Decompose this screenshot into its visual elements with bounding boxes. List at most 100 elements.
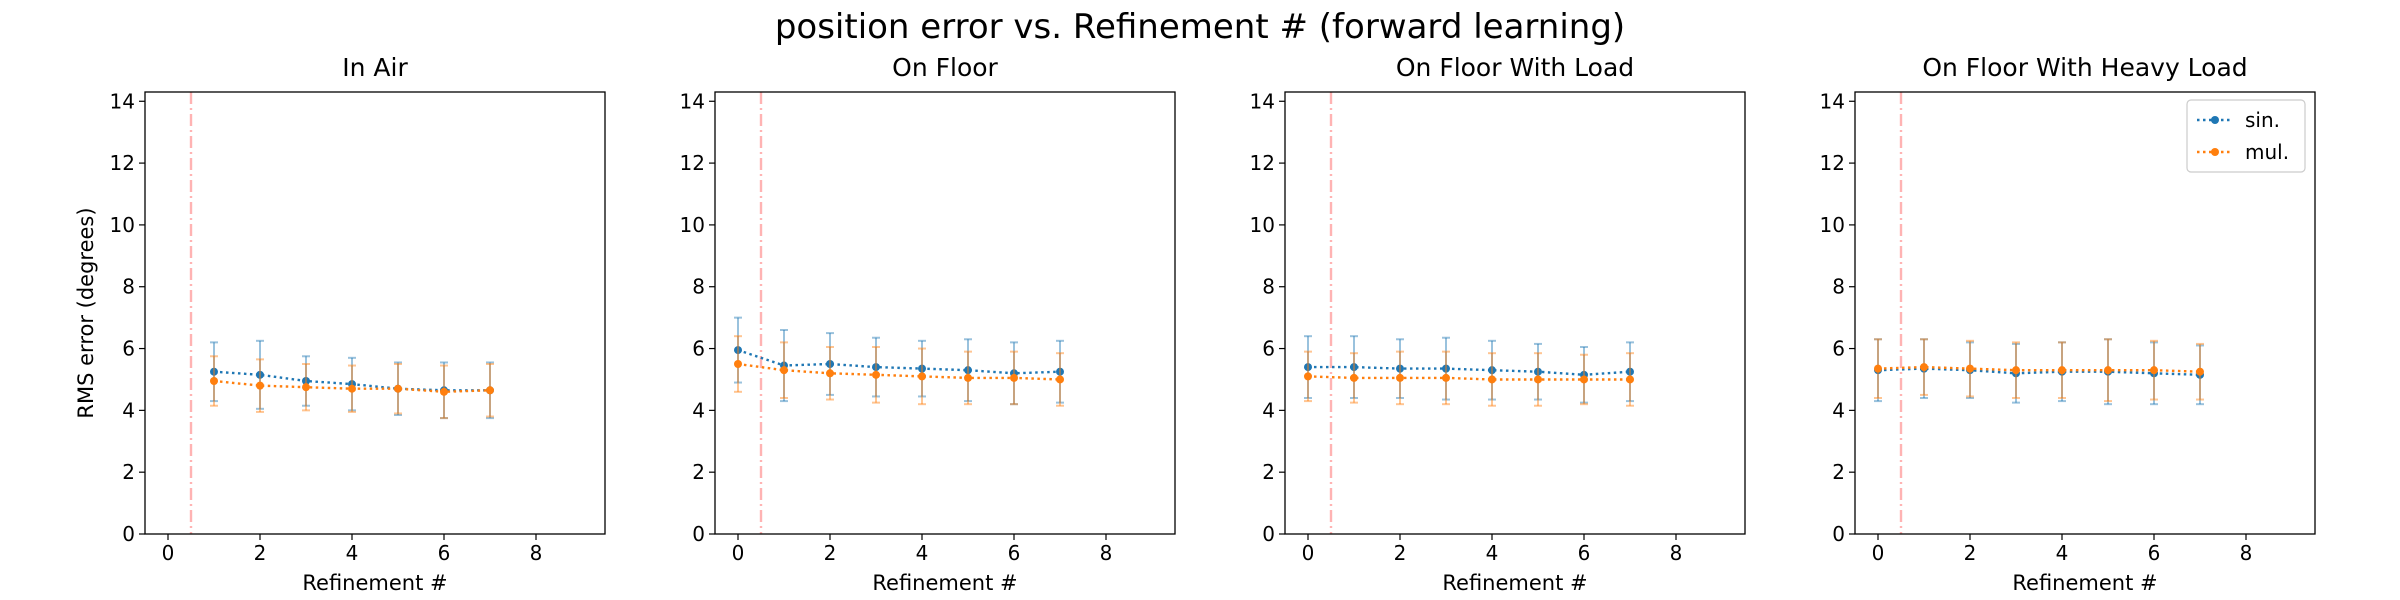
y-tick-label: 12 xyxy=(680,151,705,175)
y-tick-label: 8 xyxy=(1832,275,1845,299)
data-point xyxy=(2196,367,2204,376)
y-tick-label: 6 xyxy=(1262,337,1275,361)
data-point xyxy=(1874,364,1882,373)
data-point xyxy=(1056,375,1064,384)
x-tick-label: 0 xyxy=(1302,541,1315,565)
data-point xyxy=(486,386,494,395)
data-point xyxy=(2012,366,2020,375)
legend-label: mul. xyxy=(2245,140,2289,164)
axes-frame xyxy=(1284,91,1746,535)
axes-frame xyxy=(714,91,1176,535)
data-point xyxy=(440,387,448,396)
x-axis-label: Refinement # xyxy=(1442,571,1587,595)
x-tick-label: 2 xyxy=(1964,541,1977,565)
y-tick-label: 10 xyxy=(1250,213,1275,237)
x-tick-label: 2 xyxy=(824,541,837,565)
y-tick-label: 0 xyxy=(692,522,705,546)
x-tick-label: 4 xyxy=(2056,541,2069,565)
data-point xyxy=(1350,363,1358,372)
data-point xyxy=(1488,375,1496,384)
x-tick-label: 0 xyxy=(732,541,745,565)
data-point xyxy=(256,370,264,379)
y-tick-label: 4 xyxy=(122,398,135,422)
y-tick-label: 8 xyxy=(692,275,705,299)
y-tick-label: 8 xyxy=(1262,275,1275,299)
data-point xyxy=(394,384,402,393)
data-point xyxy=(872,363,880,372)
data-point xyxy=(1966,364,1974,373)
data-point xyxy=(734,346,742,355)
data-point xyxy=(2104,366,2112,375)
subplot-4: 0 2 4 6 8 0 2 4 6 8 10 12 14 On Floor With Heavy Load… xyxy=(1820,53,2316,595)
subplot-3: 0 2 4 6 8 0 2 4 6 8 10 12 14 On Floor With Load Refine… xyxy=(1250,53,1746,595)
data-point xyxy=(1304,372,1312,381)
subplot-2: 0 2 4 6 8 0 2 4 6 8 10 12 14 On Floor Refinement # xyxy=(680,53,1176,595)
series-line xyxy=(737,348,1061,375)
plot-area xyxy=(1285,92,1745,534)
data-point xyxy=(1580,375,1588,384)
data-point xyxy=(1396,373,1404,382)
y-tick-label: 2 xyxy=(1262,460,1275,484)
y-tick-label: 12 xyxy=(1250,151,1275,175)
subplot-title: On Floor xyxy=(892,53,998,82)
data-point xyxy=(1626,375,1634,384)
y-tick-label: 0 xyxy=(122,522,135,546)
data-point xyxy=(210,377,218,385)
series-mul xyxy=(210,355,494,420)
plot-area xyxy=(145,92,605,534)
data-point xyxy=(1396,364,1404,373)
data-point xyxy=(964,373,972,382)
y-tick-label: 6 xyxy=(122,337,135,361)
y-tick-label: 2 xyxy=(122,460,135,484)
subplot-title: On Floor With Load xyxy=(1396,53,1634,82)
y-tick-label: 0 xyxy=(1262,522,1275,546)
data-point xyxy=(1350,373,1358,382)
data-point xyxy=(1920,363,1928,372)
y-tick-label: 4 xyxy=(692,398,705,422)
y-tick-label: 12 xyxy=(110,151,135,175)
y-tick-label: 2 xyxy=(692,460,705,484)
y-tick-label: 6 xyxy=(1832,337,1845,361)
data-point xyxy=(918,364,926,373)
plot-area xyxy=(715,92,1175,534)
series-mul xyxy=(734,335,1064,407)
data-point xyxy=(2150,366,2158,375)
x-tick-label: 6 xyxy=(1008,541,1021,565)
x-tick-label: 6 xyxy=(2148,541,2161,565)
x-tick-label: 8 xyxy=(2240,541,2253,565)
x-tick-label: 2 xyxy=(254,541,267,565)
data-point xyxy=(302,377,310,385)
y-tick-label: 14 xyxy=(110,89,135,113)
y-tick-label: 4 xyxy=(1262,398,1275,422)
legend: sin. mul. xyxy=(2186,99,2306,173)
x-tick-label: 4 xyxy=(916,541,929,565)
data-point xyxy=(348,384,356,393)
legend-swatch-marker xyxy=(2211,116,2219,124)
data-point xyxy=(1626,367,1634,376)
subplot-title: On Floor With Heavy Load xyxy=(1922,53,2247,82)
y-axis-label: RMS error (degrees) xyxy=(74,207,98,418)
x-tick-label: 6 xyxy=(438,541,451,565)
y-tick-label: 12 xyxy=(1820,151,1845,175)
series-line xyxy=(737,362,1061,381)
x-tick-label: 0 xyxy=(162,541,175,565)
x-tick-label: 4 xyxy=(1486,541,1499,565)
axes-frame xyxy=(144,91,606,535)
y-tick-label: 2 xyxy=(1832,460,1845,484)
figure-title: position error vs. Refinement # (forward… xyxy=(775,7,1625,47)
x-tick-label: 6 xyxy=(1578,541,1591,565)
axes-frame xyxy=(1854,91,2316,535)
subplot-1: 0 2 4 6 8 0 2 4 6 8 10 12 14 In Air Refinement # RMS er… xyxy=(74,53,606,595)
x-tick-label: 8 xyxy=(1100,541,1113,565)
data-point xyxy=(872,370,880,379)
data-point xyxy=(210,367,218,376)
x-tick-label: 8 xyxy=(1670,541,1683,565)
y-tick-label: 14 xyxy=(680,89,705,113)
data-point xyxy=(2058,366,2066,375)
data-point xyxy=(256,381,264,390)
data-point xyxy=(1010,373,1018,382)
y-tick-label: 14 xyxy=(1250,89,1275,113)
series-mul xyxy=(1874,338,2204,403)
legend-swatch-marker xyxy=(2211,148,2219,156)
